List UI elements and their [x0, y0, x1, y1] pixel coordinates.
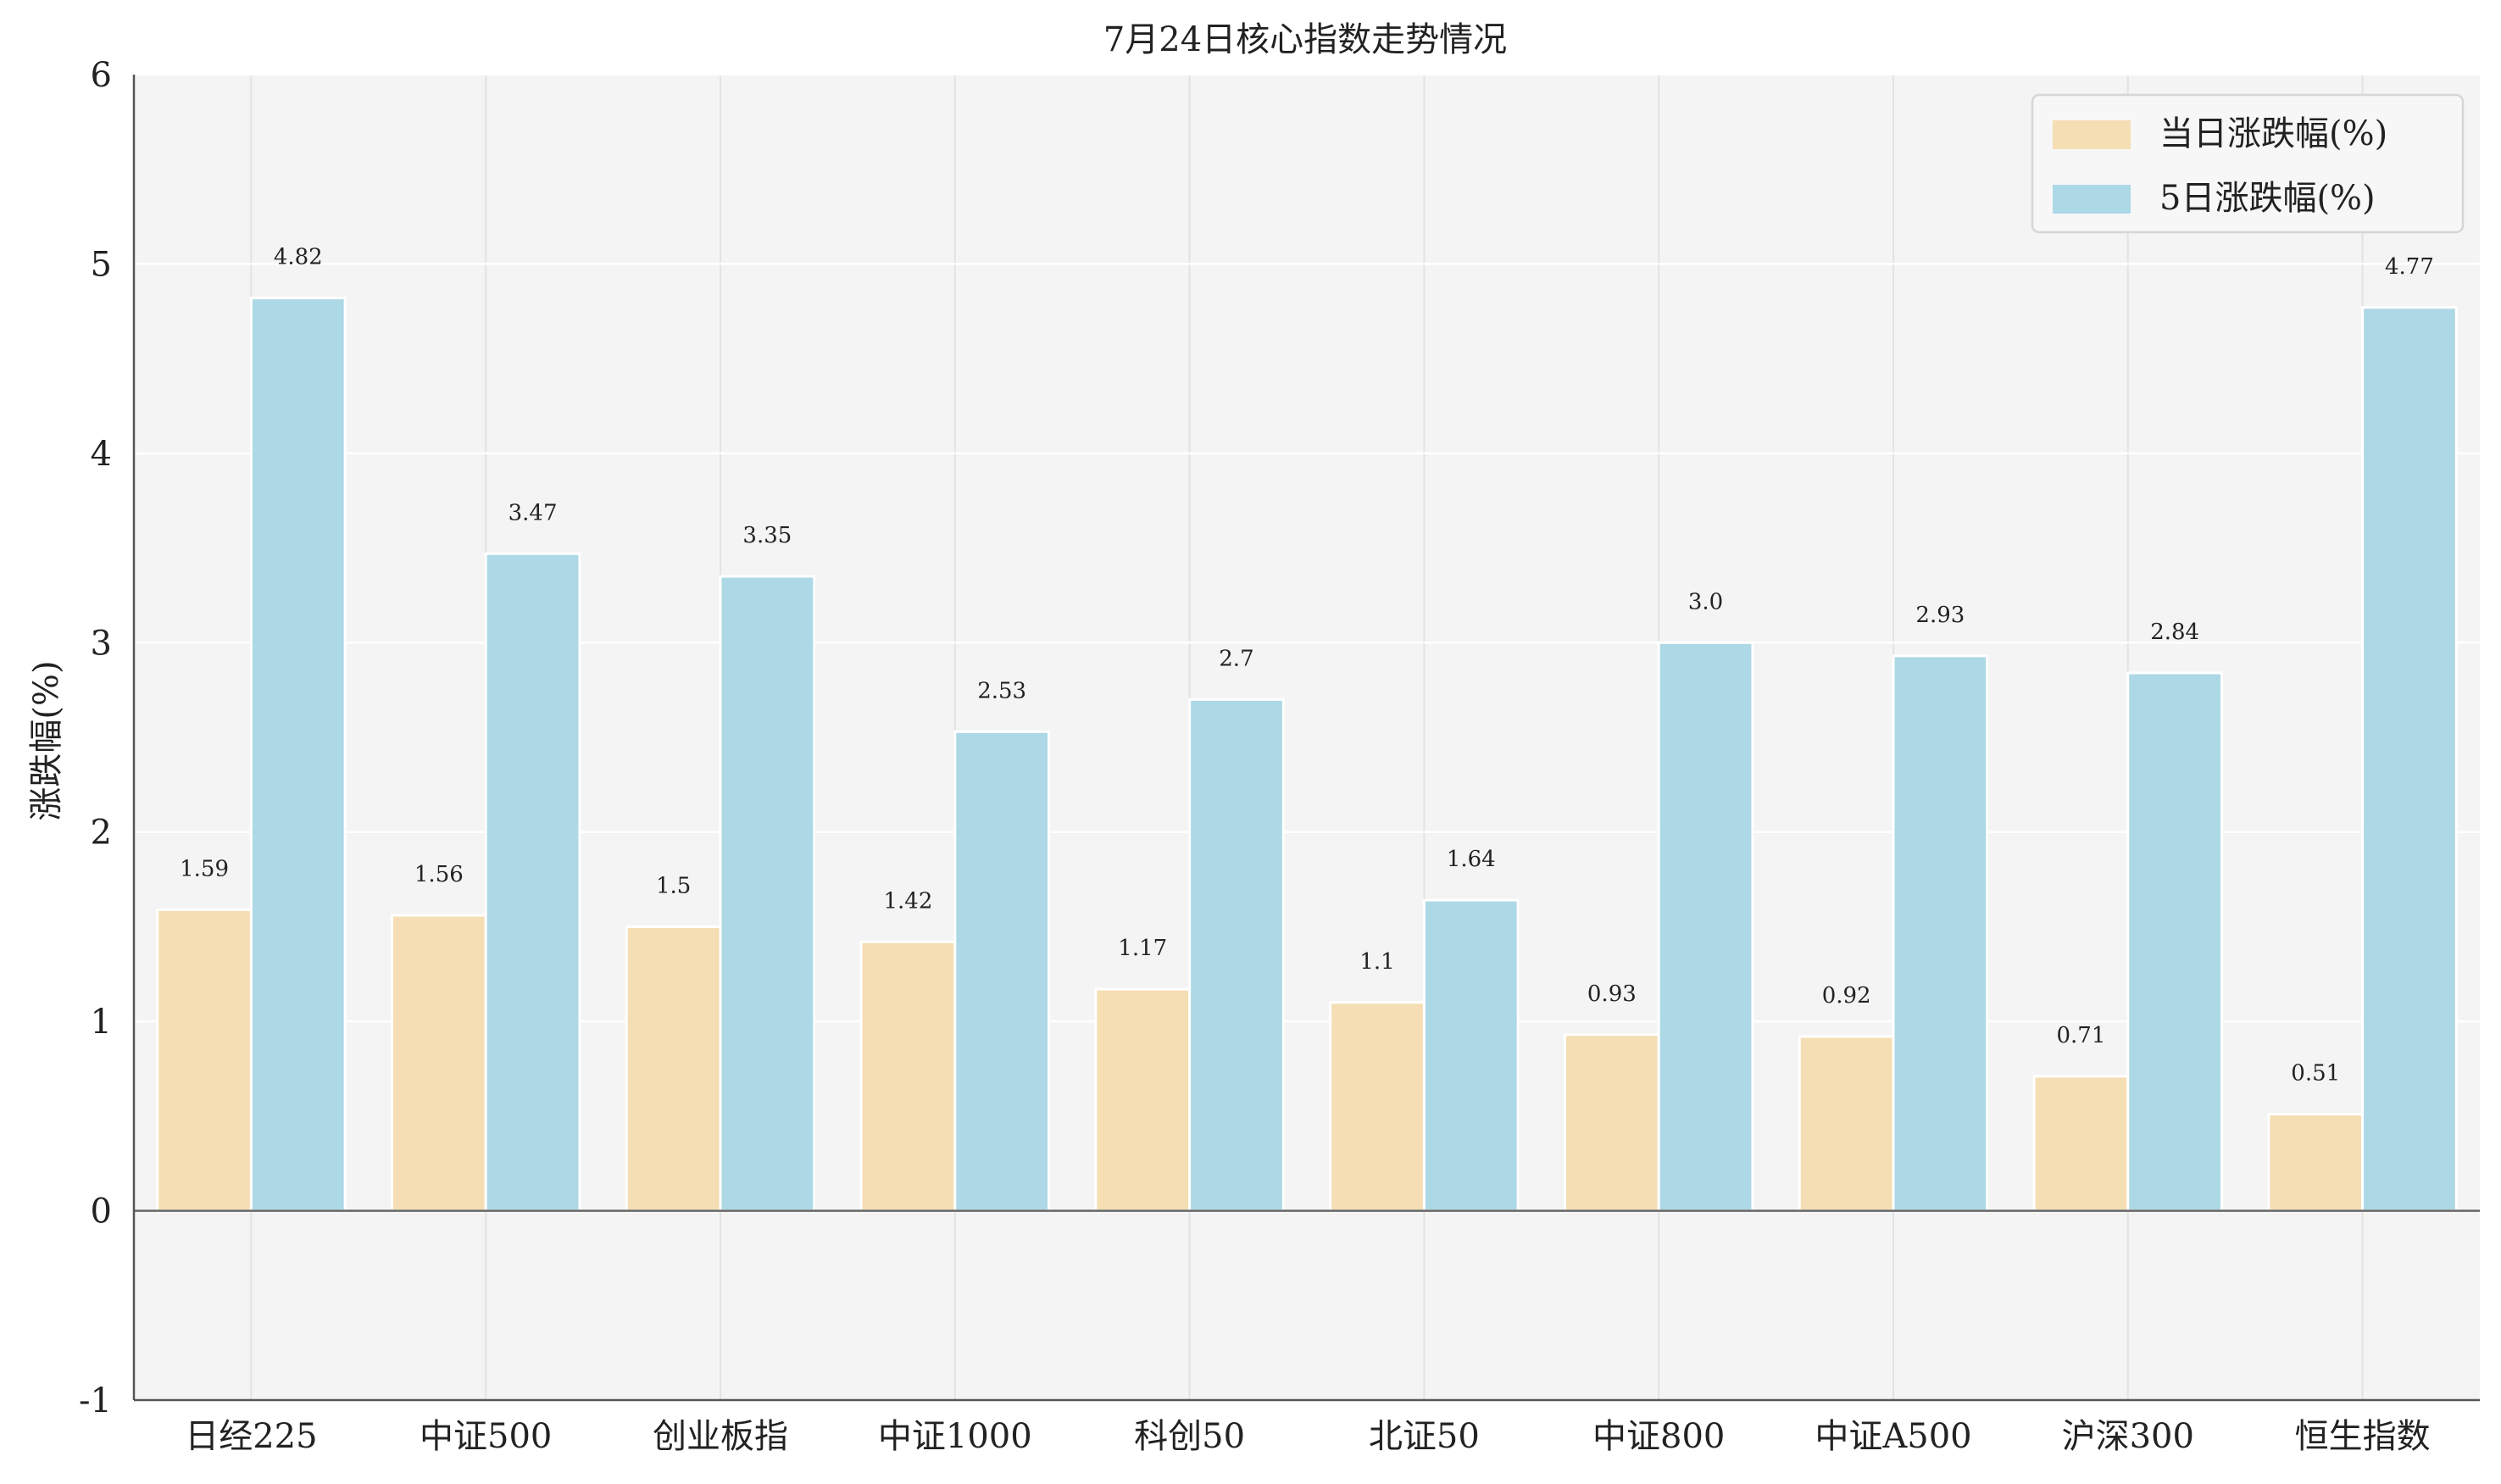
- bar: [1563, 1033, 1660, 1213]
- data-label: 2.84: [2150, 620, 2199, 645]
- bar: [1657, 641, 1754, 1213]
- y-tick-label: 2: [91, 814, 112, 853]
- data-label: 1.17: [1118, 936, 1167, 961]
- bar: [156, 908, 253, 1213]
- bar: [2267, 1113, 2365, 1213]
- bar: [1188, 698, 1285, 1213]
- x-tick-label: 创业板指: [653, 1417, 788, 1456]
- data-label: 0.51: [2291, 1061, 2340, 1087]
- data-label: 3.35: [742, 523, 792, 548]
- x-tick-label: 北证50: [1369, 1417, 1480, 1456]
- y-tick-label: 3: [91, 624, 112, 663]
- x-tick-label: 恒生指数: [2295, 1417, 2431, 1456]
- data-label: 2.7: [1219, 646, 1253, 671]
- legend-box: [2031, 93, 2465, 234]
- data-label: 1.64: [1447, 847, 1496, 872]
- data-label: 0.92: [1822, 983, 1871, 1009]
- data-label: 1.42: [883, 888, 932, 914]
- x-tick-label: 中证800: [1592, 1417, 1725, 1456]
- data-label: 1.56: [414, 862, 464, 887]
- bar: [484, 552, 581, 1213]
- data-label: 3.47: [509, 500, 558, 525]
- y-tick-label: 5: [91, 245, 112, 284]
- y-tick-label: -1: [79, 1381, 112, 1420]
- bar: [625, 925, 722, 1213]
- legend-swatch: [2053, 185, 2131, 214]
- data-label: 1.1: [1359, 949, 1394, 975]
- bar: [2361, 306, 2458, 1213]
- y-tick-label: 6: [91, 56, 112, 95]
- data-label: 1.5: [656, 873, 691, 898]
- bar: [719, 575, 816, 1213]
- y-tick-label: 1: [91, 1003, 112, 1042]
- data-label: 2.93: [1915, 603, 1965, 628]
- y-tick-label: 0: [91, 1192, 112, 1231]
- x-tick-label: 中证1000: [878, 1417, 1032, 1456]
- bar: [859, 940, 957, 1213]
- x-tick-label: 中证500: [420, 1417, 552, 1456]
- x-tick-label: 科创50: [1134, 1417, 1245, 1456]
- data-label: 4.82: [274, 245, 323, 270]
- bar: [249, 297, 347, 1213]
- bar: [1329, 1001, 1426, 1213]
- data-label: 4.77: [2385, 254, 2434, 280]
- x-tick-label: 中证A500: [1815, 1417, 1971, 1456]
- bar: [390, 914, 487, 1213]
- y-axis-label: 涨跌幅(%): [27, 660, 66, 820]
- legend-entry: 5日涨跌幅(%): [2159, 179, 2376, 218]
- bar: [2126, 671, 2224, 1213]
- bar: [953, 730, 1051, 1213]
- bar: [1798, 1035, 1895, 1213]
- x-tick-label: 日经225: [185, 1417, 317, 1456]
- data-label: 0.93: [1587, 981, 1637, 1007]
- bar: [1892, 654, 1989, 1213]
- bar: [2032, 1075, 2130, 1213]
- data-label: 0.71: [2056, 1023, 2105, 1048]
- bar: [1094, 987, 1192, 1213]
- x-tick-label: 沪深300: [2062, 1417, 2194, 1456]
- y-tick-label: 4: [91, 435, 112, 474]
- legend-entry: 当日涨跌幅(%): [2159, 114, 2387, 153]
- chart-title: 7月24日核心指数走势情况: [1103, 20, 1507, 59]
- bar: [1422, 898, 1520, 1213]
- legend-swatch: [2053, 120, 2131, 149]
- data-label: 1.59: [180, 856, 229, 881]
- data-label: 3.0: [1688, 589, 1723, 614]
- data-label: 2.53: [977, 678, 1026, 703]
